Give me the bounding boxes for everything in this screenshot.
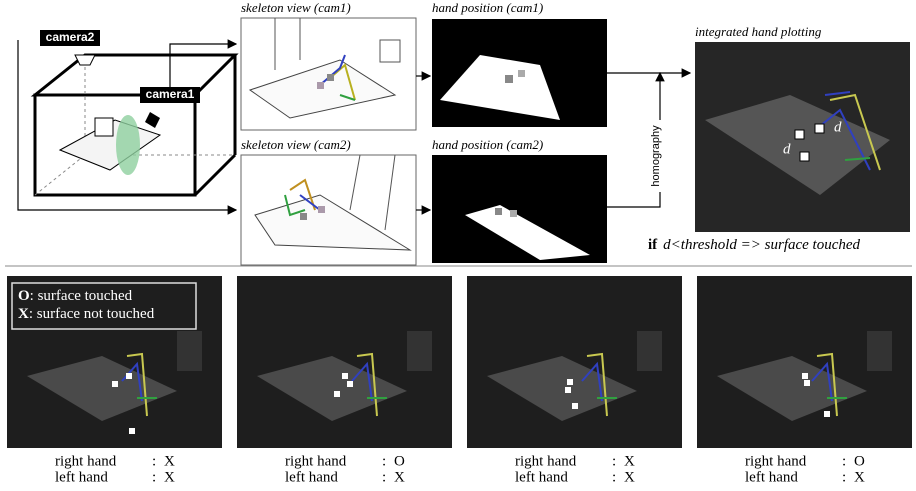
separator: : xyxy=(612,453,616,469)
panel-title: skeleton view (cam1) xyxy=(241,0,351,15)
legend-symbol: X xyxy=(18,306,29,322)
table xyxy=(257,356,407,421)
touch-state: X xyxy=(624,453,635,469)
touch-state: X xyxy=(394,469,405,485)
separator: : xyxy=(842,469,846,485)
hand-marker xyxy=(129,428,135,434)
touch-state: X xyxy=(624,469,635,485)
cabinet xyxy=(867,331,892,371)
hand-name: right hand xyxy=(515,453,577,469)
touch-state: O xyxy=(394,453,405,469)
panel-title: skeleton view (cam2) xyxy=(241,137,351,152)
legend-entry: O: surface touched xyxy=(18,288,133,304)
skeleton xyxy=(586,352,608,417)
skeleton xyxy=(811,361,833,402)
touch-state: O xyxy=(854,453,865,469)
table xyxy=(27,356,177,421)
hand-marker xyxy=(334,391,340,397)
separator: : xyxy=(152,469,156,485)
hand-marker xyxy=(565,387,571,393)
touch-state: X xyxy=(164,469,175,485)
skeleton xyxy=(356,352,378,417)
legend-text: : surface not touched xyxy=(29,306,155,322)
table xyxy=(717,356,867,421)
rule-keyword: if xyxy=(648,237,658,253)
separator: : xyxy=(382,453,386,469)
separator: : xyxy=(152,453,156,469)
rule-text: d<threshold => surface touched xyxy=(663,237,860,253)
legend-symbol: O xyxy=(18,288,30,304)
hand-name: left hand xyxy=(745,469,798,485)
hand-marker xyxy=(824,411,830,417)
cabinet xyxy=(637,331,662,371)
hand-marker xyxy=(347,381,353,387)
touch-state: X xyxy=(164,453,175,469)
skeleton xyxy=(581,361,603,402)
separator: : xyxy=(842,453,846,469)
hand-name: right hand xyxy=(55,453,117,469)
hand-marker xyxy=(802,373,808,379)
touch-state: X xyxy=(854,469,865,485)
homography-label: homography xyxy=(650,125,662,187)
legend-text: : surface touched xyxy=(30,288,133,304)
hand-marker xyxy=(567,379,573,385)
table xyxy=(487,356,637,421)
hand-marker xyxy=(804,380,810,386)
cabinet xyxy=(407,331,432,371)
hand-marker xyxy=(126,373,132,379)
hand-marker xyxy=(572,403,578,409)
separator: : xyxy=(382,469,386,485)
rule: if d<threshold => surface touched xyxy=(648,237,861,253)
hand-name: left hand xyxy=(285,469,338,485)
panel-title: integrated hand plotting xyxy=(695,24,822,39)
skeleton xyxy=(816,352,838,417)
panel-title: hand position (cam2) xyxy=(432,137,543,152)
legend-entry: X: surface not touched xyxy=(18,306,155,322)
skeleton-view xyxy=(240,17,417,131)
separator: : xyxy=(612,469,616,485)
hand-name: right hand xyxy=(285,453,347,469)
camera-label: camera2 xyxy=(46,30,95,44)
skeleton-view xyxy=(240,154,417,266)
scene: camera2 camera1 xyxy=(30,30,239,197)
skeleton xyxy=(126,352,148,417)
hand-name: left hand xyxy=(55,469,108,485)
camera-label: camera1 xyxy=(146,87,195,101)
skeleton xyxy=(351,361,373,402)
hand-marker xyxy=(112,381,118,387)
integrated-view: d d xyxy=(695,42,910,232)
hand-name: left hand xyxy=(515,469,568,485)
hand-name: right hand xyxy=(745,453,807,469)
distance-label: d xyxy=(834,119,842,135)
cabinet xyxy=(177,331,202,371)
distance-label: d xyxy=(783,141,791,157)
panel-title: hand position (cam1) xyxy=(432,0,543,15)
hand-marker xyxy=(342,373,348,379)
